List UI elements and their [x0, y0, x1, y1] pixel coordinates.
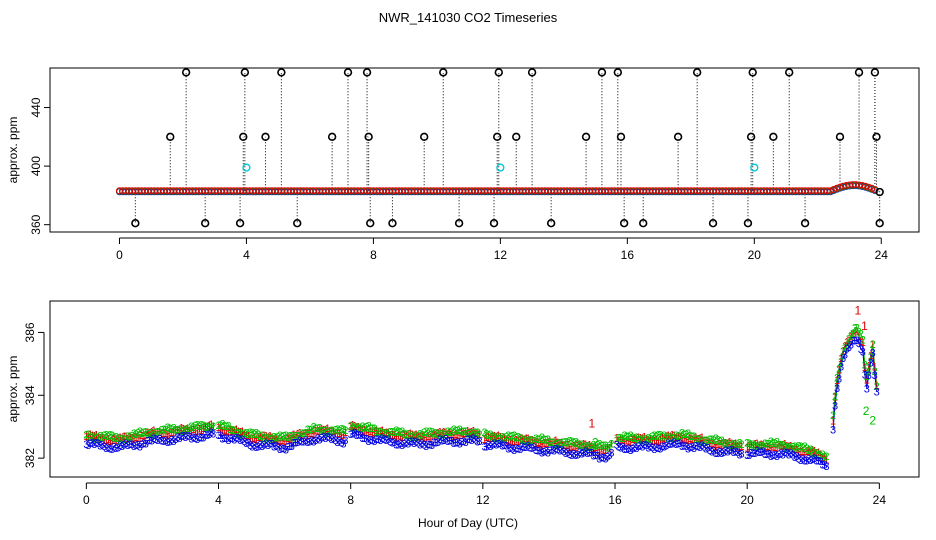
spike-point: [856, 69, 863, 76]
plot-frame-top: [50, 68, 919, 232]
spike-point: [745, 220, 752, 227]
y-tick-label: 382: [23, 448, 37, 468]
flagged-point: [243, 164, 250, 171]
spike-point: [786, 69, 793, 76]
spike-point: [237, 220, 244, 227]
outlier-point-2: 2: [592, 435, 599, 449]
x-tick-label: 8: [347, 493, 354, 507]
spike-point: [294, 220, 301, 227]
outlier-point-2: 2: [869, 413, 876, 427]
outlier-point-1: 1: [589, 417, 596, 431]
spike-point: [710, 220, 717, 227]
series-point-3: 3: [830, 425, 836, 437]
chart-title: NWR_141030 CO2 Timeseries: [379, 10, 558, 25]
x-axis-label: Hour of Day (UTC): [418, 516, 518, 530]
y-tick-label: 360: [29, 214, 43, 234]
spike-point: [241, 69, 248, 76]
series-point-3: 3: [872, 370, 878, 382]
x-tick-label: 20: [748, 248, 762, 262]
y-tick-label: 440: [29, 97, 43, 117]
spike-point: [640, 220, 647, 227]
series-point-3: 3: [832, 400, 838, 412]
flagged-point: [497, 164, 504, 171]
outlier-point-1: 1: [855, 303, 862, 317]
spike-point: [599, 69, 606, 76]
y-axis-label-top: approx. ppm: [6, 117, 20, 184]
y-axis-label-bottom: approx. ppm: [6, 356, 20, 423]
spike-point: [367, 220, 374, 227]
spike-point: [491, 220, 498, 227]
y-tick-label: 386: [23, 322, 37, 342]
spike-point: [183, 69, 190, 76]
y-tick-label: 400: [29, 156, 43, 176]
x-tick-label: 16: [608, 493, 622, 507]
series-point-3: 3: [870, 347, 876, 359]
outlier-point-1: 1: [861, 319, 868, 333]
x-tick-label: 4: [215, 493, 222, 507]
x-tick-label: 8: [370, 248, 377, 262]
spike-point: [202, 220, 209, 227]
series-point-3: 3: [860, 346, 866, 358]
x-tick-label: 24: [873, 493, 887, 507]
x-tick-label: 0: [116, 248, 123, 262]
spike-point: [621, 220, 628, 227]
axes-top: 0 4 8 12 16 20 24 360 400 440: [29, 97, 888, 262]
spike-stems: [135, 72, 879, 223]
series-point-3: 3: [874, 386, 880, 398]
data-points-bottom: 1111111111111111111111111111111111111111…: [83, 303, 879, 473]
x-tick-label: 20: [741, 493, 755, 507]
series-point-3: 3: [823, 461, 829, 473]
x-tick-label: 12: [494, 248, 508, 262]
spike-point: [749, 69, 756, 76]
spike-point: [132, 220, 139, 227]
spike-point: [876, 220, 883, 227]
x-tick-label: 12: [476, 493, 490, 507]
axes-bottom: 0 4 8 12 16 20 24382384386: [23, 322, 886, 507]
x-tick-label: 16: [621, 248, 635, 262]
series-point-3: 3: [864, 383, 870, 395]
x-tick-label: 4: [243, 248, 250, 262]
spike-point: [456, 220, 463, 227]
data-points-top: [116, 69, 883, 227]
spike-point: [614, 69, 621, 76]
spike-point: [802, 220, 809, 227]
panel-top: 0 4 8 12 16 20 24 360 400 440 approx. ppm: [6, 68, 919, 262]
panel-bottom: 0 4 8 12 16 20 24382384386 1111111111111111111…: [6, 301, 919, 507]
spike-point: [548, 220, 555, 227]
x-tick-label: 0: [83, 493, 90, 507]
flagged-point: [751, 164, 758, 171]
x-tick-label: 24: [875, 248, 889, 262]
y-tick-label: 384: [23, 385, 37, 405]
figure-canvas: NWR_141030 CO2 Timeseries 0 4 8 12 16 20 24360…: [0, 0, 936, 540]
series-point-3: 3: [836, 374, 842, 386]
spike-point: [389, 220, 396, 227]
